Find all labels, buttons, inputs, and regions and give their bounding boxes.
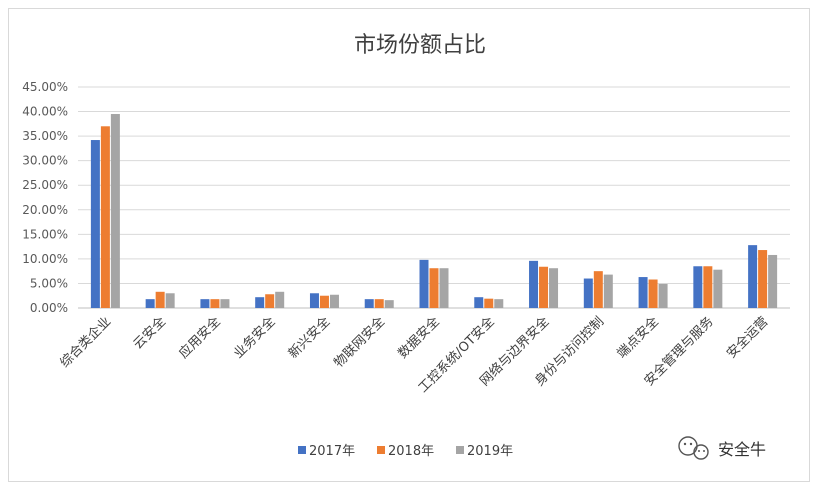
bar — [255, 297, 265, 308]
bar — [220, 299, 230, 308]
y-tick-label: 30.00% — [22, 154, 68, 168]
bar — [155, 291, 165, 308]
bar — [145, 299, 155, 308]
bar — [658, 283, 668, 308]
legend-label: 2017年 — [309, 444, 355, 459]
bar — [319, 295, 329, 308]
legend-swatch — [456, 446, 464, 454]
gridlines — [78, 86, 790, 309]
watermark-text: 安全牛 — [718, 440, 766, 459]
bars — [90, 114, 778, 309]
bar — [539, 266, 549, 308]
y-tick-label: 45.00% — [22, 80, 68, 94]
y-tick-label: 20.00% — [22, 203, 68, 217]
wechat-icon — [678, 436, 709, 460]
bar — [474, 297, 484, 308]
bar — [110, 114, 120, 308]
bar — [309, 293, 319, 308]
x-category-label: 应用安全 — [176, 314, 224, 362]
y-tick-label: 25.00% — [22, 178, 68, 192]
bar — [529, 260, 539, 308]
legend-label: 2019年 — [467, 444, 513, 459]
bar — [549, 268, 559, 308]
y-axis-tick-labels: 0.00% 5.00% 10.00% 15.00% 20.00% 25.00% 30.00%… — [22, 80, 68, 315]
x-category-label: 新兴安全 — [285, 314, 333, 362]
bar — [494, 299, 504, 308]
legend-swatch — [298, 446, 306, 454]
x-category-label: 数据安全 — [395, 314, 443, 362]
chart-title: 市场份额占比 — [354, 33, 486, 58]
y-tick-label: 40.00% — [22, 105, 68, 119]
x-category-label: 云安全 — [130, 314, 169, 353]
bar — [364, 299, 374, 308]
bar — [384, 300, 394, 308]
bar — [210, 299, 220, 308]
bar — [583, 278, 593, 308]
bar — [703, 266, 713, 308]
y-tick-label: 35.00% — [22, 129, 68, 143]
bar — [265, 294, 275, 308]
x-category-label: 端点安全 — [614, 314, 662, 362]
bar — [329, 294, 339, 308]
bar — [748, 245, 758, 308]
legend-label: 2018年 — [388, 444, 434, 459]
bar — [90, 140, 100, 308]
bar — [374, 299, 384, 308]
x-category-label: 业务安全 — [230, 314, 278, 362]
y-tick-label: 0.00% — [30, 301, 68, 315]
bar — [439, 268, 449, 308]
y-tick-label: 5.00% — [30, 276, 68, 290]
bar — [603, 274, 613, 308]
bar — [593, 271, 603, 308]
x-category-label: 安全运营 — [723, 314, 771, 362]
bar — [419, 259, 429, 308]
bar — [275, 291, 285, 308]
bar — [648, 279, 658, 308]
bar — [100, 126, 110, 309]
legend: 2017年 2018年 2019年 — [298, 444, 513, 459]
bar — [165, 293, 175, 308]
legend-swatch — [377, 446, 385, 454]
bar — [713, 269, 723, 308]
bar — [768, 254, 778, 308]
bar — [429, 268, 439, 308]
y-tick-label: 15.00% — [22, 227, 68, 241]
bar — [200, 299, 210, 308]
bar — [758, 250, 768, 308]
x-category-label: 物联网安全 — [331, 314, 388, 371]
watermark: 安全牛 — [678, 436, 766, 460]
bar — [484, 298, 494, 308]
bar — [693, 266, 703, 308]
bar — [638, 277, 648, 308]
y-tick-label: 10.00% — [22, 252, 68, 266]
x-category-label: 综合类企业 — [57, 314, 114, 371]
